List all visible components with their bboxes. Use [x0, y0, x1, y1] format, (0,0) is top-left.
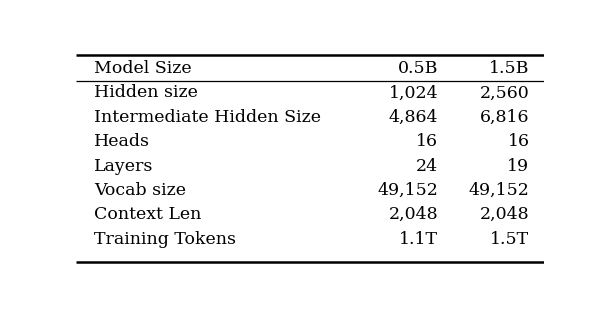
Text: 1.1T: 1.1T	[399, 231, 439, 248]
Text: 1.5T: 1.5T	[490, 231, 530, 248]
Text: 24: 24	[416, 157, 439, 175]
Text: 4,864: 4,864	[389, 109, 439, 126]
Text: 6,816: 6,816	[480, 109, 530, 126]
Text: 16: 16	[416, 133, 439, 150]
Text: 2,048: 2,048	[480, 206, 530, 223]
Text: 2,560: 2,560	[480, 84, 530, 102]
Text: Model Size: Model Size	[94, 60, 192, 77]
Text: 49,152: 49,152	[469, 182, 530, 199]
Text: 2,048: 2,048	[388, 206, 439, 223]
Text: 16: 16	[507, 133, 530, 150]
Text: Training Tokens: Training Tokens	[94, 231, 236, 248]
Text: 1.5B: 1.5B	[489, 60, 530, 77]
Text: Vocab size: Vocab size	[94, 182, 186, 199]
Text: Heads: Heads	[94, 133, 150, 150]
Text: Context Len: Context Len	[94, 206, 202, 223]
Text: 19: 19	[507, 157, 530, 175]
Text: Intermediate Hidden Size: Intermediate Hidden Size	[94, 109, 321, 126]
Text: 1,024: 1,024	[388, 84, 439, 102]
Text: Layers: Layers	[94, 157, 153, 175]
Text: 49,152: 49,152	[378, 182, 439, 199]
Text: 0.5B: 0.5B	[398, 60, 439, 77]
Text: Hidden size: Hidden size	[94, 84, 198, 102]
